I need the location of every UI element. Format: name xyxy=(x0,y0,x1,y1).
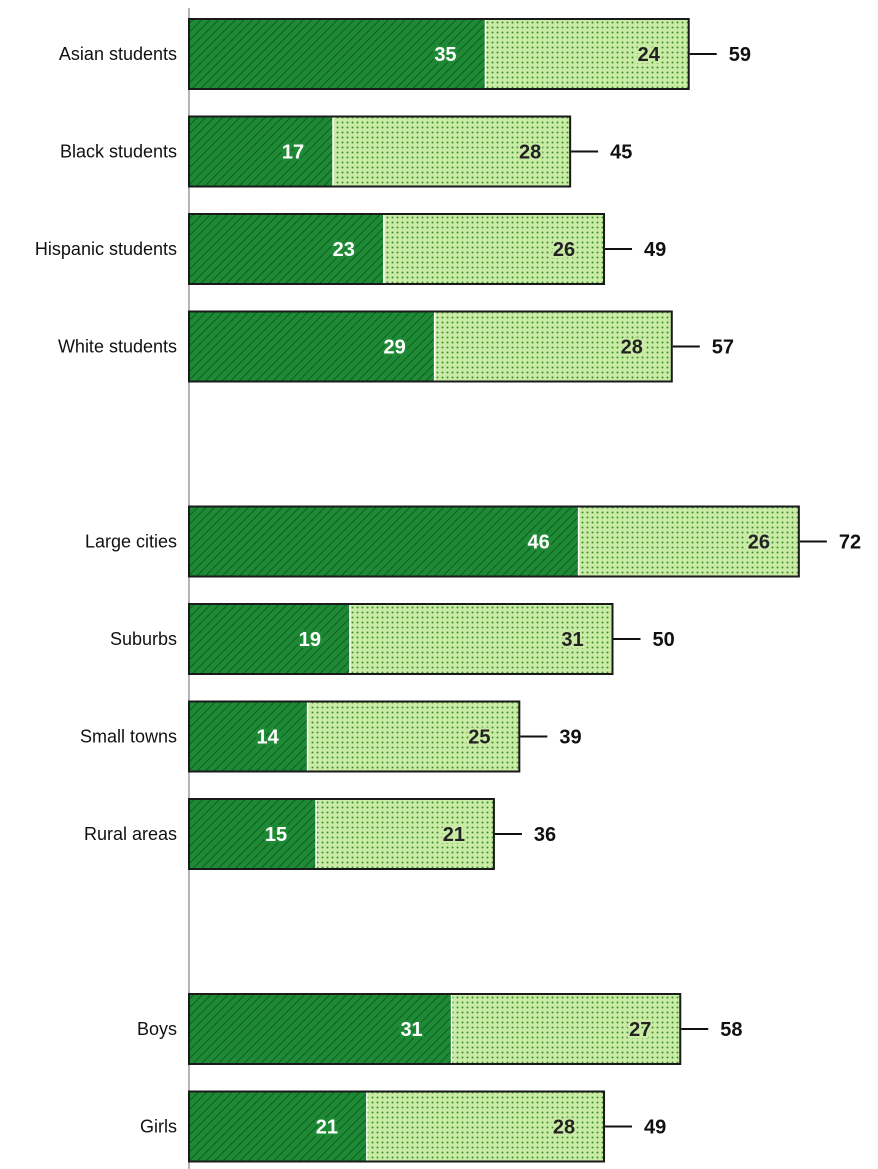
bar-outline xyxy=(188,700,521,773)
bars-layer: Asian students 35 24 59 Black students 17 28 45… xyxy=(35,18,861,1163)
bar-row: Suburbs 19 31 50 xyxy=(110,603,675,675)
total-value: 39 xyxy=(559,727,581,749)
bar-segment-2 xyxy=(578,506,799,577)
bar-segment-1 xyxy=(189,1091,367,1162)
segment-1-value: 14 xyxy=(256,727,279,749)
bar-row: Rural areas 15 21 36 xyxy=(84,798,556,870)
total-value: 72 xyxy=(839,532,861,554)
category-label: Black students xyxy=(60,142,177,162)
category-label: Boys xyxy=(137,1019,177,1039)
bar-row: Hispanic students 23 26 49 xyxy=(35,213,666,285)
bar-outline xyxy=(188,798,495,870)
bar-row: Small towns 14 25 39 xyxy=(80,700,582,773)
category-label: White students xyxy=(58,337,177,357)
bar-outline xyxy=(188,18,690,90)
bar-segment-2 xyxy=(485,19,689,89)
total-value: 49 xyxy=(644,239,666,261)
bar-segment-2 xyxy=(349,604,613,674)
bar-segment-1 xyxy=(189,994,452,1064)
bar-segment-2 xyxy=(332,116,571,187)
segment-2-value: 26 xyxy=(748,532,770,554)
segment-1-value: 29 xyxy=(384,337,406,359)
segment-1-value: 19 xyxy=(299,629,321,651)
total-value: 57 xyxy=(712,337,734,359)
bar-segment-1 xyxy=(189,311,435,382)
segment-1-value: 35 xyxy=(434,44,456,66)
segment-1-value: 17 xyxy=(282,142,304,164)
bar-outline xyxy=(188,115,572,188)
total-value: 58 xyxy=(720,1019,742,1041)
segment-2-value: 27 xyxy=(629,1019,651,1041)
total-value: 59 xyxy=(729,44,751,66)
bar-segment-1 xyxy=(189,701,308,772)
bar-row: Large cities 46 26 72 xyxy=(85,505,861,578)
bar-segment-2 xyxy=(316,799,494,869)
segment-1-value: 46 xyxy=(527,532,549,554)
segment-1-value: 21 xyxy=(316,1117,338,1139)
total-value: 45 xyxy=(610,142,632,164)
bar-row: Girls 21 28 49 xyxy=(140,1090,666,1163)
segment-2-value: 25 xyxy=(468,727,490,749)
segment-2-value: 28 xyxy=(519,142,541,164)
bar-segment-1 xyxy=(189,799,317,869)
segment-2-value: 21 xyxy=(443,824,465,846)
bar-segment-2 xyxy=(307,701,520,772)
category-label: Girls xyxy=(140,1117,177,1137)
segment-2-value: 28 xyxy=(621,337,643,359)
bar-segment-1 xyxy=(189,214,384,284)
bar-segment-1 xyxy=(189,116,333,187)
category-label: Rural areas xyxy=(84,824,177,844)
bar-segment-1 xyxy=(189,604,350,674)
bar-segment-1 xyxy=(189,19,486,89)
segment-1-value: 23 xyxy=(333,239,355,261)
total-value: 36 xyxy=(534,824,556,846)
category-label: Suburbs xyxy=(110,629,177,649)
bar-outline xyxy=(188,213,606,285)
segment-1-value: 15 xyxy=(265,824,287,846)
segment-2-value: 31 xyxy=(561,629,583,651)
bar-segment-2 xyxy=(451,994,681,1064)
category-label: Small towns xyxy=(80,727,177,747)
bar-segment-2 xyxy=(383,214,605,284)
bar-row: Black students 17 28 45 xyxy=(60,115,632,188)
bar-segment-2 xyxy=(366,1091,605,1162)
bar-row: White students 29 28 57 xyxy=(58,310,734,383)
total-value: 49 xyxy=(644,1117,666,1139)
category-label: Hispanic students xyxy=(35,239,177,259)
bar-outline xyxy=(188,603,614,675)
bar-outline xyxy=(188,505,800,578)
segment-2-value: 28 xyxy=(553,1117,575,1139)
bar-outline xyxy=(188,993,682,1065)
segment-1-value: 31 xyxy=(400,1019,422,1041)
bar-outline xyxy=(188,1090,606,1163)
bar-row: Asian students 35 24 59 xyxy=(59,18,751,90)
bar-outline xyxy=(188,310,673,383)
segment-2-value: 24 xyxy=(638,44,661,66)
segment-2-value: 26 xyxy=(553,239,575,261)
bar-row: Boys 31 27 58 xyxy=(137,993,743,1065)
category-label: Large cities xyxy=(85,532,177,552)
bar-segment-1 xyxy=(189,506,579,577)
total-value: 50 xyxy=(653,629,675,651)
category-label: Asian students xyxy=(59,44,177,64)
bar-segment-2 xyxy=(434,311,672,382)
